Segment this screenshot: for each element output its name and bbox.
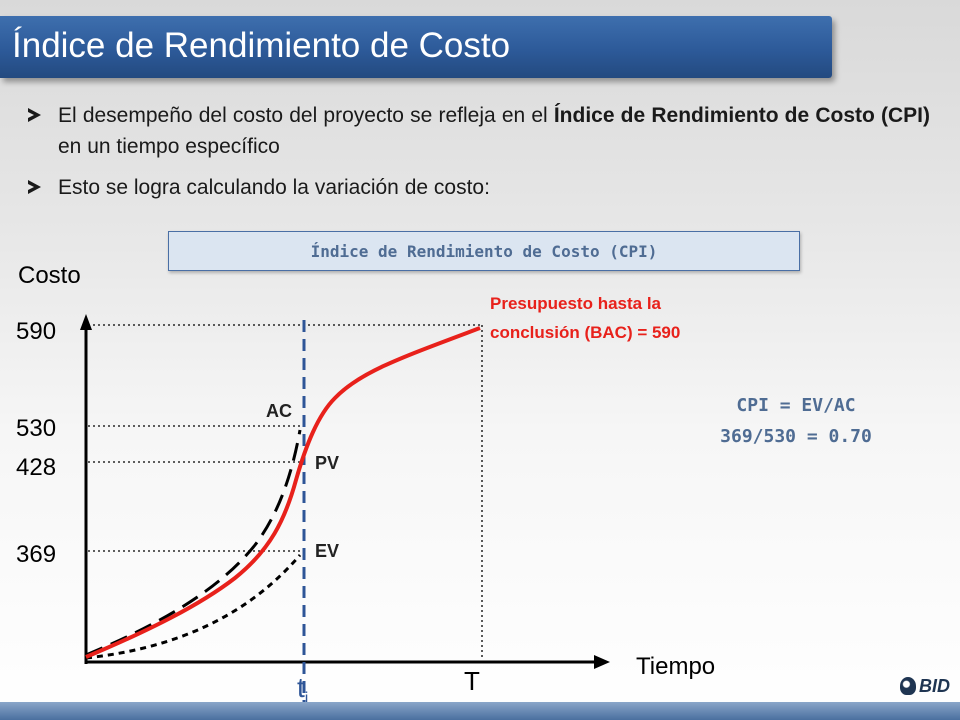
bid-logo-text: BID: [919, 675, 950, 696]
series-AC-line: [85, 429, 302, 657]
slide-title: Índice de Rendimiento de Costo: [12, 26, 511, 65]
bullet-list: El desempeño del costo del proyecto se r…: [28, 100, 930, 213]
arrow-bullet-icon: [28, 180, 41, 194]
bullet-item-1: El desempeño del costo del proyecto se r…: [28, 100, 930, 162]
bac-annotation-line1: Presupuesto hasta la: [490, 294, 662, 313]
y-tick-label: 530: [16, 415, 56, 442]
y-tick-label: 369: [16, 541, 56, 568]
title-bar: Índice de Rendimiento de Costo: [0, 16, 832, 78]
bullet-1-bold-b: Rendimiento de Costo (CPI): [651, 104, 930, 127]
y-axis-arrowhead: [80, 314, 92, 330]
arrow-bullet-icon: [28, 108, 41, 122]
y-tick-label: 590: [16, 318, 56, 345]
y-axis-label: Costo: [18, 262, 81, 289]
series-PV-line: [85, 326, 481, 659]
bullet-1-text-b: en un tiempo específico: [58, 135, 280, 158]
bac-annotation-line2: conclusión (BAC) = 590: [490, 323, 680, 342]
series-EV-line: [85, 554, 302, 660]
bid-logo: BID: [900, 674, 950, 698]
bullet-1-bold-a: Índice de: [553, 104, 646, 127]
y-tick-label: 428: [16, 454, 56, 481]
cpi-label-box: Índice de Rendimiento de Costo (CPI): [168, 231, 800, 271]
x-tick-ti-base: t: [297, 672, 305, 703]
cpi-formula-line2: 369/530 = 0.70: [720, 426, 872, 447]
bid-logo-icon: [900, 677, 916, 695]
x-tick-label-ti: ti: [297, 672, 308, 707]
bullet-item-2: Esto se logra calculando la variación de…: [28, 172, 930, 203]
footer-bar: [0, 702, 960, 720]
bullet-1-text: El desempeño del costo del proyecto se r…: [58, 104, 930, 158]
bullet-1-text-a: El desempeño del costo del proyecto se r…: [58, 104, 554, 127]
series-label-EV: EV: [315, 541, 339, 561]
bullet-2-text: Esto se logra calculando la variación de…: [58, 176, 490, 199]
series-label-AC: AC: [266, 401, 292, 421]
series-label-PV: PV: [315, 453, 339, 473]
x-tick-ti-sub: i: [305, 690, 309, 707]
x-axis-label: Tiempo: [636, 653, 715, 680]
x-axis-arrowhead: [594, 655, 610, 669]
x-tick-label-T: T: [464, 666, 480, 696]
cpi-formula-line1: CPI = EV/AC: [736, 395, 855, 416]
